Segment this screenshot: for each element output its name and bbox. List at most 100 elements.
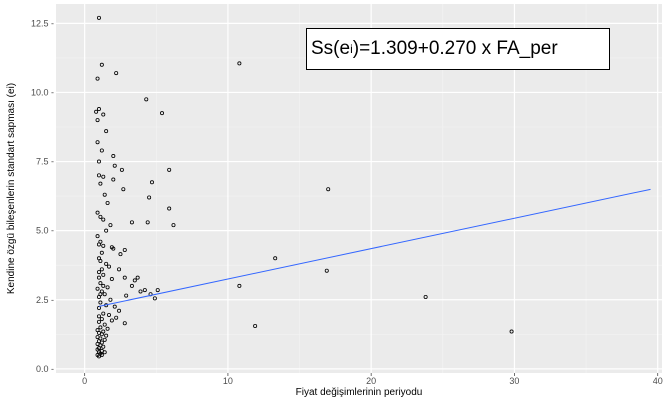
data-point [98,259,103,264]
data-point [111,177,116,182]
x-tick-label: 40 [653,376,663,386]
data-point [117,308,122,313]
data-point [326,187,331,192]
data-point [122,275,127,280]
data-point [111,154,116,159]
data-point [160,111,165,116]
x-axis-title: Fiyat değişimlerinin periyodu [296,387,423,398]
data-point [96,159,101,164]
equation-subscript: i [350,42,353,56]
data-point [98,181,103,186]
data-point [253,324,258,329]
data-point [99,267,104,272]
data-point [95,118,100,123]
data-point [99,353,104,358]
data-point [98,325,103,330]
data-point [101,272,106,277]
axis-ticks: 0 10 20 30 40 0.0 - 2.5 - 5.0 - 7.5 - 10.0 - 12.5 … [31,18,663,386]
data-point [107,264,112,269]
data-point [98,300,103,305]
y-tick-label: 0.0 - [36,364,54,374]
data-point [98,292,103,297]
data-point [149,180,154,185]
data-point [102,292,107,297]
data-point [273,256,278,261]
data-point [167,206,172,211]
data-point [105,201,110,206]
data-point [108,297,113,302]
data-point [119,167,124,172]
data-point [171,223,176,228]
data-point [112,304,117,309]
data-point [102,322,107,327]
y-axis-title: Kendine özgü bileşenlerin standart sapma… [6,83,17,294]
data-point [99,332,104,337]
data-point [237,283,242,288]
y-tick-label: 7.5 - [36,157,54,167]
data-point [105,326,110,331]
data-point [95,234,100,239]
data-point [109,277,114,282]
data-point [114,71,119,76]
data-point [423,294,428,299]
data-point [101,217,106,222]
data-point [96,275,101,280]
data-point [145,220,150,225]
data-point [101,311,106,316]
data-point [112,163,117,168]
data-point [96,319,101,324]
data-point [122,321,127,326]
y-tick-label: 12.5 - [31,18,54,28]
data-point [96,242,101,247]
data-point [101,112,106,117]
data-point [96,314,101,319]
data-point [95,286,100,291]
data-point [102,350,107,355]
data-point [101,243,106,248]
data-point [124,293,129,298]
x-tick-label: 30 [509,376,519,386]
data-point [107,312,112,317]
data-point [104,333,109,338]
data-point [135,275,140,280]
data-point [96,270,101,275]
data-point [96,15,101,20]
data-point [96,107,101,112]
data-point [114,315,119,320]
data-points [94,15,514,359]
data-point [98,214,103,219]
data-point [108,223,113,228]
data-point [104,228,109,233]
data-point [155,288,160,293]
data-point [129,220,134,225]
data-point [99,317,104,322]
x-tick-label: 20 [366,376,376,386]
data-point [98,281,103,286]
regression-line [98,188,651,307]
data-point [95,140,100,145]
data-point [129,283,134,288]
data-point [99,250,104,255]
data-point [118,252,123,257]
data-point [132,278,137,283]
data-point [104,261,109,266]
data-point [147,195,152,200]
data-point [101,344,106,349]
data-point [144,97,149,102]
data-point [121,187,126,192]
data-point [109,318,114,323]
data-point [101,174,106,179]
data-point [99,148,104,153]
data-point [142,288,147,293]
equation-prefix: Ss(e [311,38,351,59]
y-tick-label: 5.0 - [36,226,54,236]
data-point [122,247,127,252]
data-point [102,192,107,197]
data-point [95,210,100,215]
data-point [94,109,99,114]
data-point [96,306,101,311]
y-tick-label: 10.0 - [31,87,54,97]
data-point [167,167,172,172]
data-point [324,268,329,273]
data-point [237,61,242,66]
